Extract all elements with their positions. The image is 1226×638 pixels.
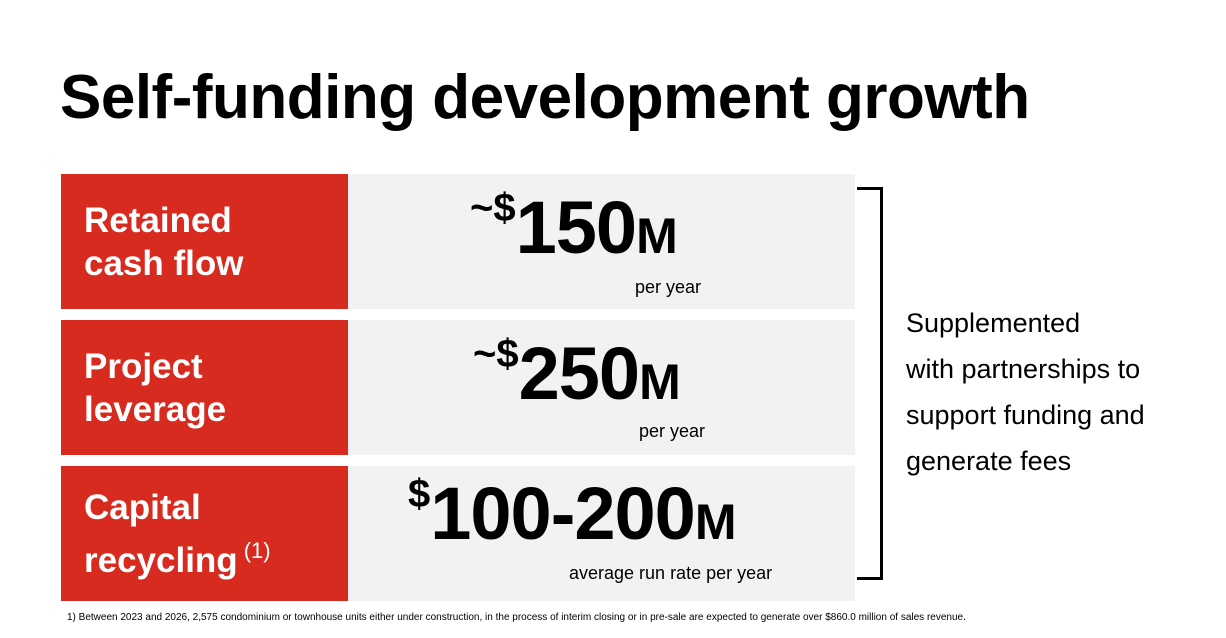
row-label-line: cash flow — [84, 243, 244, 283]
funding-row-retained-cash-flow: Retained cash flow ~$150M per year — [61, 174, 855, 309]
page-title: Self-funding development growth — [60, 63, 1030, 132]
row-value-box: ~$150M per year — [348, 174, 855, 309]
grouping-bracket — [857, 187, 883, 580]
row-value-box: ~$250M per year — [348, 320, 855, 455]
amount-prefix: $ — [408, 472, 431, 516]
row-label-box: Project leverage — [61, 320, 348, 455]
footnote-marker: (1) — [243, 537, 271, 563]
amount-caption: average run rate per year — [569, 563, 773, 583]
supplement-line: Supplemented — [906, 308, 1081, 338]
amount-unit: M — [694, 494, 737, 550]
supplement-note: Supplemented with partnerships to suppor… — [906, 300, 1145, 484]
funding-row-project-leverage: Project leverage ~$250M per year — [61, 320, 855, 455]
amount-caption: per year — [635, 277, 702, 297]
row-label-box: Capital recycling (1) — [61, 466, 348, 601]
row-label-line: Project — [84, 346, 203, 386]
funding-row-capital-recycling: Capital recycling (1) $100-200M average r… — [61, 466, 855, 601]
amount-prefix: ~$ — [473, 332, 519, 376]
amount-number: 250 — [518, 332, 640, 415]
amount-unit: M — [636, 208, 678, 264]
row-label-line: leverage — [84, 389, 227, 429]
row-label-box: Retained cash flow — [61, 174, 348, 309]
amount-caption: per year — [639, 421, 706, 441]
supplement-line: with partnerships to — [906, 354, 1141, 384]
row-value-box: $100-200M average run rate per year — [348, 466, 855, 601]
supplement-line: generate fees — [906, 446, 1072, 476]
supplement-line: support funding and — [906, 400, 1145, 430]
footnote: 1) Between 2023 and 2026, 2,575 condomin… — [67, 612, 966, 623]
amount-unit: M — [639, 354, 681, 410]
row-label-line-with-note: recycling (1) — [84, 529, 348, 582]
amount-prefix: ~$ — [470, 186, 516, 230]
row-amount: ~$150M — [470, 188, 678, 265]
row-amount: ~$250M — [473, 334, 681, 411]
row-label-line: Capital — [84, 487, 201, 527]
row-label-line: Retained — [84, 200, 232, 240]
amount-number: 150 — [515, 186, 637, 269]
amount-number: 100-200 — [430, 472, 696, 555]
row-label-text: recycling — [84, 540, 238, 580]
row-amount: $100-200M — [408, 474, 736, 551]
